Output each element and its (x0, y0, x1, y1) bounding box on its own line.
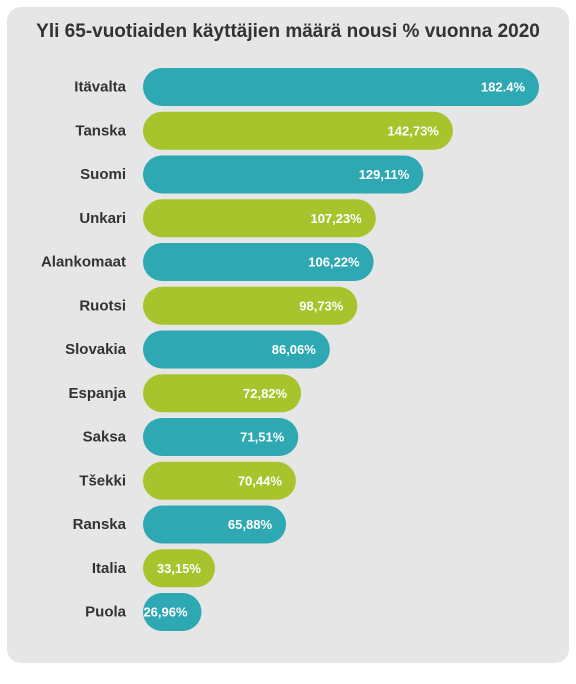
bar-10 (143, 505, 287, 544)
category-label-2: Suomi (80, 166, 126, 183)
value-label-8: 71,51% (240, 430, 285, 445)
value-label-12: 26,96% (143, 605, 188, 620)
value-label-1: 142,73% (388, 123, 440, 138)
value-label-9: 70,44% (238, 473, 283, 488)
value-label-6: 86,06% (272, 342, 317, 357)
bar-0 (143, 68, 539, 106)
category-label-7: Espanja (68, 385, 126, 402)
category-label-6: Slovakia (65, 341, 127, 358)
bar-5 (143, 286, 358, 325)
value-label-4: 106,22% (308, 255, 360, 270)
bar-2 (143, 155, 424, 194)
category-label-11: Italia (92, 560, 127, 577)
bar-7 (143, 374, 302, 413)
bar-3 (143, 199, 376, 238)
value-label-3: 107,23% (310, 211, 362, 226)
category-label-12: Puola (85, 604, 126, 621)
bar-11 (143, 549, 215, 588)
value-label-7: 72,82% (243, 386, 288, 401)
value-label-0: 182.4% (481, 80, 526, 95)
value-label-5: 98,73% (299, 298, 344, 313)
category-label-1: Tanska (75, 122, 126, 139)
value-label-2: 129,11% (359, 167, 410, 182)
bar-12 (143, 593, 202, 631)
category-label-3: Unkari (79, 210, 126, 227)
value-label-11: 33,15% (157, 561, 202, 576)
category-label-9: Tšekki (79, 472, 126, 489)
bar-6 (143, 330, 330, 369)
bar-8 (143, 418, 299, 456)
value-label-10: 65,88% (228, 517, 273, 532)
chart-title: Yli 65-vuotiaiden käyttäjien määrä nousi… (36, 21, 540, 42)
category-label-5: Ruotsi (79, 297, 126, 314)
category-label-0: Itävalta (74, 79, 126, 96)
category-label-4: Alankomaat (41, 254, 126, 271)
bar-9 (143, 461, 296, 500)
bar-1 (143, 111, 453, 150)
category-label-8: Saksa (83, 429, 127, 446)
category-label-10: Ranska (73, 516, 127, 533)
bar-4 (143, 243, 374, 281)
